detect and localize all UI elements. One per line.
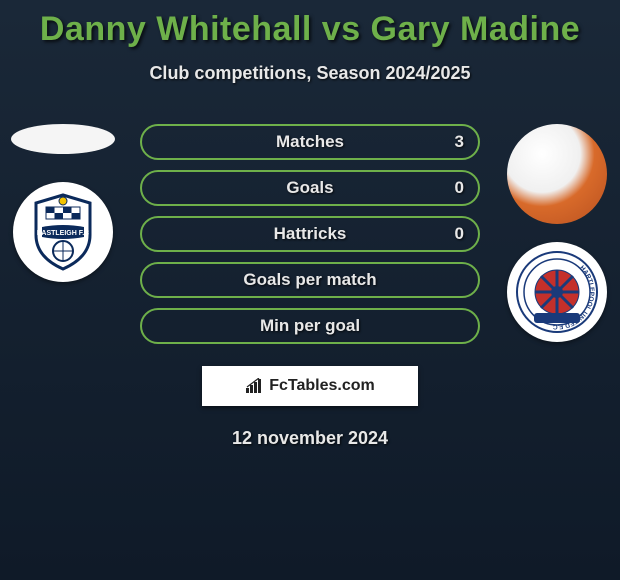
stat-label: Min per goal xyxy=(260,316,360,336)
left-club-badge: EASTLEIGH F.C xyxy=(13,182,113,282)
stat-row-goals: Goals 0 xyxy=(140,170,480,206)
brand-logo-box: FcTables.com xyxy=(202,366,418,406)
date-text: 12 november 2024 xyxy=(0,428,620,449)
stat-row-hattricks: Hattricks 0 xyxy=(140,216,480,252)
stat-label: Goals per match xyxy=(243,270,376,290)
right-player-column: HARTLEPOOL UNITED F.C xyxy=(502,124,612,342)
stat-label: Goals xyxy=(286,178,333,198)
brand-text: FcTables.com xyxy=(269,377,375,395)
left-player-avatar xyxy=(11,124,115,154)
page-title: Danny Whitehall vs Gary Madine xyxy=(0,0,620,49)
stat-row-matches: Matches 3 xyxy=(140,124,480,160)
stat-value-right: 3 xyxy=(455,132,464,152)
right-club-badge: HARTLEPOOL UNITED F.C xyxy=(507,242,607,342)
chart-icon xyxy=(245,378,265,394)
stat-row-min-per-goal: Min per goal xyxy=(140,308,480,344)
right-player-avatar xyxy=(507,124,607,224)
subtitle: Club competitions, Season 2024/2025 xyxy=(0,63,620,84)
comparison-content: EASTLEIGH F.C Matches 3 Goals 0 Hattrick… xyxy=(0,124,620,354)
eastleigh-badge-icon: EASTLEIGH F.C xyxy=(28,193,98,271)
left-player-column: EASTLEIGH F.C xyxy=(8,124,118,282)
brand-suffix: Tables.com xyxy=(288,377,375,394)
stat-label: Hattricks xyxy=(274,224,347,244)
stat-row-goals-per-match: Goals per match xyxy=(140,262,480,298)
stat-value-right: 0 xyxy=(455,178,464,198)
stat-value-right: 0 xyxy=(455,224,464,244)
brand-prefix: Fc xyxy=(269,377,288,394)
stat-label: Matches xyxy=(276,132,344,152)
stats-column: Matches 3 Goals 0 Hattricks 0 Goals per … xyxy=(140,124,480,354)
left-club-name-text: EASTLEIGH F.C xyxy=(37,230,90,237)
hartlepool-badge-icon: HARTLEPOOL UNITED F.C xyxy=(514,249,600,335)
